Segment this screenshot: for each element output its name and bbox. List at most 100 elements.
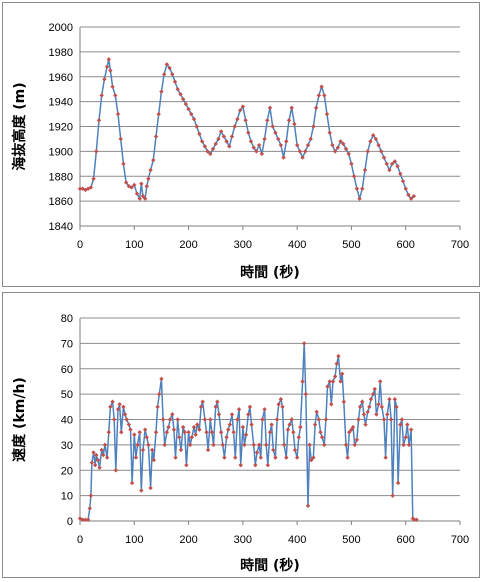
speed-data-point: [347, 429, 352, 435]
altitude-y-tick-label: 1960: [49, 72, 73, 84]
speed-x-tick-label: 400: [288, 534, 306, 546]
altitude-data-point: [167, 65, 172, 71]
altitude-data-point: [384, 161, 389, 167]
speed-data-point: [394, 404, 399, 410]
altitude-data-point: [189, 111, 194, 117]
speed-data-point: [322, 442, 327, 448]
speed-data-point: [381, 417, 387, 422]
speed-data-point: [193, 432, 198, 437]
altitude-data-point: [354, 186, 360, 191]
speed-data-point: [370, 391, 376, 397]
altitude-data-point: [360, 186, 365, 191]
altitude-data-point: [305, 142, 311, 148]
altitude-x-axis-title: 時間 (秒): [240, 264, 300, 281]
speed-data-point: [108, 404, 113, 410]
speed-data-point: [157, 391, 162, 397]
altitude-y-tick-label: 1900: [49, 146, 73, 158]
altitude-data-point: [132, 182, 137, 188]
speed-data-point: [414, 517, 419, 522]
speed-data-point: [294, 455, 300, 460]
altitude-data-point: [218, 129, 224, 134]
altitude-data-point: [159, 89, 164, 94]
speed-data-point: [280, 404, 285, 410]
altitude-data-point: [403, 186, 408, 191]
altitude-data-point: [408, 196, 414, 201]
speed-data-point: [160, 417, 166, 422]
speed-data-point: [365, 409, 370, 415]
speed-data-point: [150, 447, 155, 453]
altitude-x-tick-label: 0: [77, 239, 83, 251]
altitude-data-point: [251, 145, 256, 150]
altitude-data-point: [191, 116, 197, 122]
speed-data-point: [249, 422, 254, 427]
speed-data-point: [323, 417, 329, 422]
speed-data-point: [135, 442, 140, 448]
altitude-data-point: [327, 130, 332, 135]
altitude-data-point: [324, 111, 330, 117]
altitude-data-point: [341, 141, 346, 147]
altitude-data-point: [281, 155, 286, 160]
altitude-y-tick-label: 2000: [49, 22, 73, 34]
altitude-data-point: [395, 164, 400, 169]
speed-data-point: [238, 462, 243, 468]
speed-data-point: [385, 412, 390, 417]
speed-data-point: [352, 442, 357, 448]
speed-data-point: [329, 402, 334, 407]
altitude-data-point: [389, 161, 395, 167]
speed-data-point: [88, 493, 94, 498]
speed-data-point: [265, 462, 271, 468]
speed-data-point: [262, 407, 267, 412]
altitude-data-point: [381, 155, 387, 160]
altitude-y-tick-label: 1840: [49, 221, 73, 233]
speed-data-point: [133, 455, 139, 460]
speed-data-point: [153, 429, 159, 435]
altitude-data-point: [77, 186, 83, 191]
altitude-data-point: [322, 93, 327, 98]
altitude-data-point: [346, 151, 351, 157]
speed-data-point: [276, 402, 281, 407]
altitude-data-point: [284, 139, 289, 144]
altitude-data-point: [262, 136, 267, 142]
altitude-data-point: [275, 136, 281, 142]
altitude-data-point: [148, 167, 153, 173]
altitude-data-point: [243, 118, 248, 123]
speed-data-point: [247, 404, 253, 410]
altitude-data-point: [151, 157, 156, 163]
speed-data-point: [361, 412, 367, 417]
speed-data-point: [95, 457, 101, 463]
speed-data-point: [405, 422, 410, 427]
speed-y-tick-label: 30: [61, 440, 73, 452]
speed-data-point: [94, 452, 99, 458]
speed-data-point: [383, 455, 388, 460]
speed-y-tick-label: 80: [61, 313, 73, 325]
altitude-y-tick-label: 1980: [49, 47, 73, 59]
altitude-data-point: [398, 171, 403, 176]
altitude-data-point: [300, 155, 305, 160]
speed-data-point: [233, 455, 238, 460]
altitude-data-point: [140, 193, 146, 199]
speed-data-point: [318, 429, 323, 435]
speed-data-point: [155, 404, 160, 410]
altitude-data-point: [373, 136, 379, 142]
speed-data-point: [258, 455, 263, 460]
speed-data-point: [121, 404, 126, 410]
speed-data-point: [267, 429, 273, 435]
speed-data-point: [330, 379, 336, 384]
speed-data-point: [285, 427, 291, 432]
speed-y-tick-label: 70: [61, 338, 73, 350]
altitude-data-point: [106, 57, 111, 62]
speed-y-tick-label: 40: [61, 415, 73, 427]
speed-data-point: [227, 422, 233, 427]
speed-x-tick-label: 500: [342, 534, 360, 546]
speed-data-point: [319, 435, 325, 440]
speed-data-point: [180, 424, 186, 430]
altitude-data-point: [161, 72, 167, 77]
altitude-data-point: [197, 131, 202, 137]
speed-data-point: [188, 442, 193, 448]
altitude-data-point: [240, 104, 246, 109]
altitude-data-point: [254, 149, 259, 154]
speed-data-point: [139, 488, 144, 493]
altitude-x-tick-label: 200: [179, 239, 197, 251]
speed-data-point: [357, 404, 363, 410]
speed-data-point: [177, 435, 182, 440]
